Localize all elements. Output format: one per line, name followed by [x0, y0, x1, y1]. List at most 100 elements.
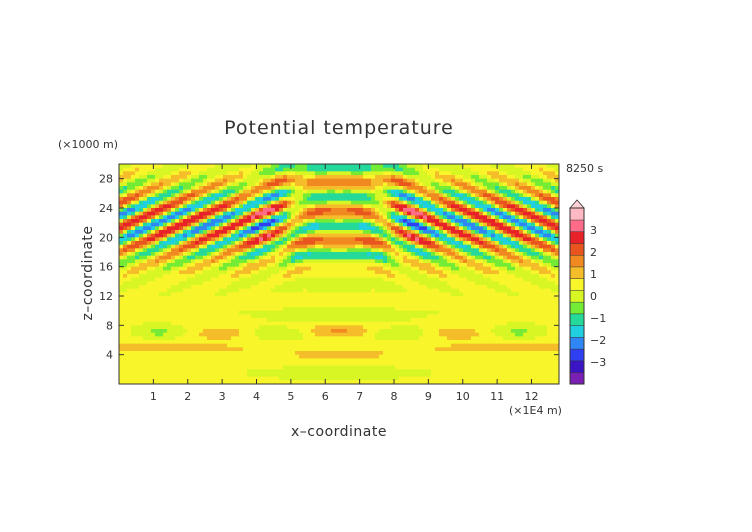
heatmap-cell	[195, 164, 200, 169]
heatmap-cell	[263, 200, 268, 205]
heatmap-cell	[239, 380, 244, 384]
heatmap-cell	[299, 340, 304, 345]
heatmap-cell	[267, 215, 272, 220]
heatmap-cell	[431, 259, 436, 264]
heatmap-cell	[195, 193, 200, 198]
heatmap-cell	[439, 318, 444, 323]
heatmap-cell	[399, 189, 404, 194]
heatmap-cell	[259, 318, 264, 323]
heatmap-cell	[411, 354, 416, 359]
heatmap-cell	[367, 204, 372, 209]
heatmap-cell	[311, 347, 316, 352]
heatmap-cell	[143, 248, 148, 253]
heatmap-cell	[375, 376, 380, 381]
heatmap-cell	[151, 167, 156, 172]
heatmap-cell	[127, 259, 132, 264]
heatmap-cell	[143, 167, 148, 172]
heatmap-cell	[411, 171, 416, 176]
heatmap-cell	[387, 171, 392, 176]
heatmap-cell	[355, 380, 360, 384]
heatmap-cell	[155, 233, 160, 238]
heatmap-cell	[271, 237, 276, 242]
heatmap-cell	[391, 259, 396, 264]
heatmap-cell	[315, 167, 320, 172]
heatmap-cell	[423, 365, 428, 370]
heatmap-cell	[351, 376, 356, 381]
heatmap-cell	[447, 263, 452, 268]
heatmap-cell	[227, 343, 232, 348]
heatmap-cell	[159, 237, 164, 242]
heatmap-cell	[331, 259, 336, 264]
heatmap-cell	[211, 197, 216, 202]
heatmap-cell	[291, 314, 296, 319]
heatmap-cell	[263, 270, 268, 275]
heatmap-cell	[391, 296, 396, 301]
heatmap-cell	[431, 365, 436, 370]
heatmap-cell	[283, 186, 288, 191]
heatmap-cell	[155, 230, 160, 235]
heatmap-cell	[359, 347, 364, 352]
heatmap-cell	[435, 263, 440, 268]
heatmap-cell	[147, 274, 152, 279]
heatmap-cell	[179, 325, 184, 330]
heatmap-cell	[395, 299, 400, 304]
heatmap-cell	[299, 362, 304, 367]
heatmap-cell	[343, 347, 348, 352]
heatmap-cell	[307, 351, 312, 356]
heatmap-cell	[123, 241, 128, 246]
heatmap-cell	[167, 351, 172, 356]
heatmap-cell	[223, 274, 228, 279]
heatmap-cell	[207, 369, 212, 374]
heatmap-cell	[327, 197, 332, 202]
heatmap-cell	[199, 310, 204, 315]
heatmap-cell	[355, 365, 360, 370]
heatmap-cell	[399, 336, 404, 341]
heatmap-cell	[175, 241, 180, 246]
heatmap-cell	[247, 369, 252, 374]
heatmap-cell	[415, 329, 420, 334]
heatmap-cell	[379, 204, 384, 209]
heatmap-cell	[423, 248, 428, 253]
heatmap-cell	[135, 204, 140, 209]
heatmap-cell	[155, 336, 160, 341]
heatmap-cell	[379, 292, 384, 297]
heatmap-cell	[427, 164, 432, 169]
heatmap-cell	[311, 197, 316, 202]
heatmap-cell	[315, 270, 320, 275]
heatmap-cell	[375, 362, 380, 367]
heatmap-cell	[175, 167, 180, 172]
heatmap-cell	[415, 182, 420, 187]
heatmap-cell	[195, 307, 200, 312]
heatmap-cell	[363, 332, 368, 337]
heatmap-cell	[311, 343, 316, 348]
heatmap-cell	[267, 380, 272, 384]
heatmap-cell	[151, 318, 156, 323]
heatmap-cell	[151, 233, 156, 238]
heatmap-cell	[363, 215, 368, 220]
heatmap-cell	[167, 171, 172, 176]
heatmap-cell	[243, 373, 248, 378]
heatmap-cell	[195, 351, 200, 356]
heatmap-cell	[399, 186, 404, 191]
heatmap-cell	[263, 354, 268, 359]
heatmap-cell	[283, 380, 288, 384]
heatmap-cell	[151, 175, 156, 180]
heatmap-cell	[327, 182, 332, 187]
heatmap-cell	[139, 303, 144, 308]
heatmap-cell	[347, 303, 352, 308]
heatmap-cell	[227, 362, 232, 367]
heatmap-cell	[283, 211, 288, 216]
heatmap-cell	[259, 303, 264, 308]
heatmap-cell	[203, 332, 208, 337]
heatmap-cell	[383, 318, 388, 323]
heatmap-cell	[395, 255, 400, 260]
heatmap-cell	[299, 314, 304, 319]
heatmap-cell	[415, 285, 420, 290]
heatmap-cell	[143, 252, 148, 257]
heatmap-cell	[423, 340, 428, 345]
heatmap-cell	[119, 362, 124, 367]
heatmap-cell	[267, 259, 272, 264]
heatmap-cell	[175, 310, 180, 315]
heatmap-cell	[231, 241, 236, 246]
heatmap-cell	[351, 175, 356, 180]
